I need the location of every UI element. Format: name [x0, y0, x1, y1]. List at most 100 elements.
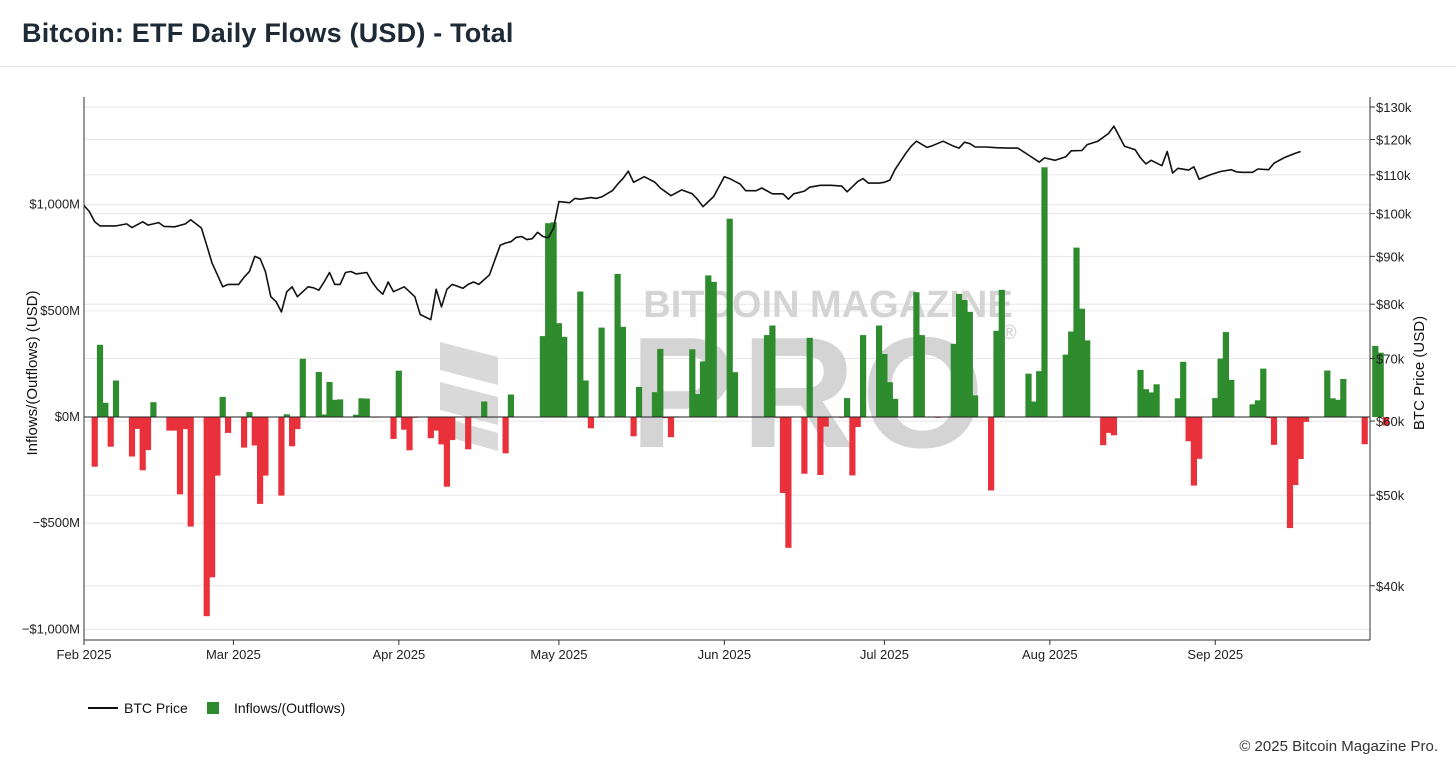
x-tick-label: Sep 2025	[1187, 647, 1243, 662]
inflow-bar	[577, 291, 584, 417]
inflow-bar	[96, 344, 104, 417]
right-tick-label: $70k	[1376, 351, 1405, 366]
inflow-bar	[886, 382, 893, 417]
inflow-bar	[635, 386, 643, 418]
inflow-bar	[699, 361, 707, 417]
inflow-bar	[1372, 345, 1379, 417]
outflow-bar	[214, 417, 221, 476]
outflow-bar	[443, 417, 450, 487]
inflow-bar	[337, 399, 344, 417]
inflow-bar	[1073, 247, 1080, 418]
inflow-bar	[769, 325, 776, 417]
inflow-bar	[1036, 371, 1043, 418]
inflow-bar	[1062, 354, 1069, 417]
outflow-bar	[1382, 417, 1390, 426]
inflow-bar	[1030, 401, 1037, 417]
inflow-bar	[1212, 398, 1219, 417]
outflow-bar	[817, 417, 824, 475]
inflow-bar	[1340, 379, 1347, 417]
inflow-bar	[806, 337, 813, 417]
outflow-bar	[785, 417, 792, 548]
watermark-registered-mark: ®	[1002, 322, 1017, 344]
x-tick-label: Aug 2025	[1022, 647, 1078, 662]
outflow-bar	[166, 417, 173, 431]
inflow-bar	[881, 354, 888, 418]
left-tick-label: $1,000M	[29, 197, 80, 212]
left-tick-label: $500M	[40, 303, 80, 318]
outflow-bar	[449, 417, 456, 441]
inflow-bar	[363, 398, 370, 418]
outflow-bar	[1265, 417, 1272, 419]
inflow-bar	[961, 300, 968, 417]
outflow-bar	[278, 417, 285, 496]
outflow-bar	[1286, 417, 1294, 529]
outflow-bar	[427, 417, 434, 439]
outflow-bar	[1292, 417, 1299, 485]
inflow-bar	[1078, 308, 1085, 417]
outflow-bar	[801, 417, 808, 474]
inflow-bar	[689, 349, 696, 417]
inflow-bar	[395, 370, 402, 417]
inflow-bar	[876, 325, 883, 417]
right-tick-label: $100k	[1376, 207, 1412, 222]
inflow-bar	[283, 414, 290, 418]
outflow-bar	[630, 417, 637, 437]
inflow-bar	[1174, 398, 1181, 417]
x-tick-label: Apr 2025	[372, 647, 425, 662]
outflow-bar	[1105, 417, 1112, 433]
left-tick-label: −$1,000M	[22, 621, 80, 636]
outflow-bar	[779, 417, 787, 493]
inflow-bar	[1334, 399, 1342, 417]
outflow-bar	[988, 417, 995, 491]
outflow-bar	[203, 417, 210, 617]
inflow-bar	[299, 358, 306, 417]
right-tick-label: $50k	[1376, 488, 1405, 503]
legend: BTC Price Inflows/(Outflows)	[88, 700, 345, 716]
outflow-bar	[251, 417, 258, 446]
inflow-bar	[112, 380, 120, 417]
inflow-bar	[998, 289, 1005, 417]
inflow-bar	[1260, 368, 1267, 417]
outflow-bar	[433, 417, 440, 431]
inflow-bar	[561, 336, 568, 418]
inflow-bar	[1025, 373, 1032, 417]
outflow-bar	[257, 417, 264, 504]
outflow-bar	[209, 417, 216, 578]
inflow-bar	[993, 330, 1000, 417]
watermark-top-text: BITCOIN MAGAZINE	[643, 284, 1012, 326]
outflow-bar	[822, 417, 829, 427]
inflow-bar	[246, 412, 253, 417]
inflow-bar	[1153, 384, 1160, 417]
inflow-bar	[150, 402, 157, 418]
inflow-bar	[555, 323, 562, 418]
outflow-bar	[1302, 417, 1310, 422]
inflow-bar	[710, 281, 717, 418]
inflow-bar	[844, 398, 851, 417]
inflow-bar	[1137, 369, 1144, 417]
outflow-bar	[438, 417, 445, 445]
outflow-bar	[176, 417, 184, 495]
legend-label-btc-price: BTC Price	[124, 700, 188, 716]
page-title: Bitcoin: ETF Daily Flows (USD) - Total	[22, 18, 514, 48]
outflow-bar	[502, 417, 509, 454]
right-tick-label: $60k	[1376, 414, 1405, 429]
inflow-bar	[321, 414, 328, 417]
outflow-bar	[225, 417, 232, 433]
inflow-bar	[614, 273, 621, 417]
inflow-bar	[1254, 400, 1261, 418]
inflow-bar	[1142, 389, 1149, 417]
flow-bars	[91, 167, 1390, 617]
inflow-bar	[1041, 167, 1048, 417]
inflow-bar	[539, 336, 546, 417]
right-axis-title: BTC Price (USD)	[1411, 316, 1428, 430]
legend-item-flows[interactable]: Inflows/(Outflows)	[207, 700, 345, 716]
inflow-bar	[1249, 404, 1256, 417]
outflow-bar	[1361, 417, 1368, 445]
inflow-bar	[892, 398, 899, 418]
inflow-bar	[972, 395, 979, 418]
inflow-bar	[966, 311, 973, 417]
right-tick-label: $90k	[1376, 249, 1405, 264]
outflow-bar	[139, 417, 146, 471]
legend-item-btc-price[interactable]: BTC Price	[88, 700, 188, 716]
inflow-bar	[651, 392, 659, 417]
